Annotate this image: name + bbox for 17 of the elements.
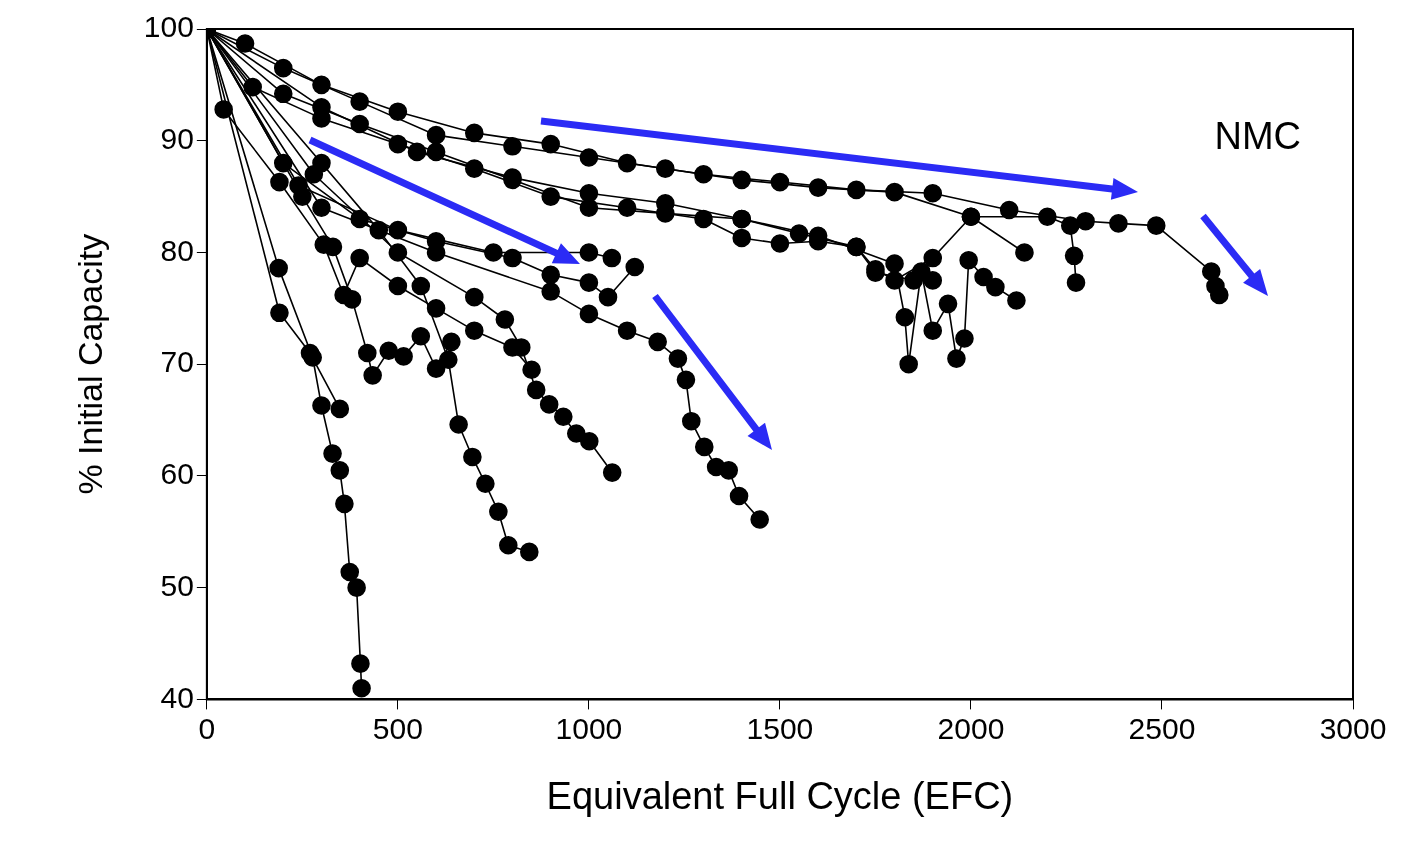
y-tick-label: 50 [160,568,194,602]
y-axis-title: % Initial Capacity [70,233,109,495]
x-tick-label: 0 [198,711,216,745]
y-tick-label: 100 [143,10,194,44]
y-tick-label: 90 [160,122,194,155]
x-tick-label: 2000 [937,711,1005,745]
x-axis-title: Equivalent Full Cycle (EFC) [546,774,1014,817]
annotation: NMC [1214,115,1301,158]
x-tick-label: 500 [372,711,423,745]
y-tick-label: 60 [160,457,194,491]
x-tick-label: 1500 [746,711,814,745]
x-tick-label: 2500 [1128,711,1196,745]
y-tick-label: 70 [160,345,194,379]
x-tick-label: 1000 [555,711,623,745]
x-tick-label: 3000 [1319,711,1387,745]
y-tick-label: 80 [160,233,194,267]
y-tick-label: 40 [160,680,194,714]
